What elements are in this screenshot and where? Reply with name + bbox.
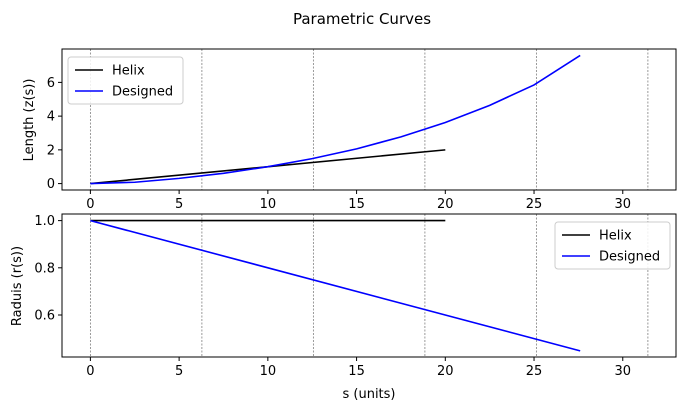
bottom-plot-legend-label: Helix — [599, 229, 632, 244]
bottom-plot-series — [90, 219, 581, 352]
top-plot-xtick-label: 20 — [437, 197, 454, 212]
top-plot-xtick-label: 25 — [526, 197, 543, 212]
bottom-plot-ylabel: Raduis (r(s)) — [10, 246, 25, 326]
top-plot-xticks: 0 5 10 15 20 25 30 — [86, 190, 631, 212]
top-plot-xtick-label: 15 — [348, 197, 365, 212]
top-plot-series-designed — [90, 54, 581, 185]
top-plot-ytick-label: 0 — [47, 177, 55, 192]
bottom-plot-grid — [89, 214, 649, 357]
bottom-plot-xtick-label: 30 — [614, 364, 631, 379]
bottom-plot-xtick-label: 5 — [175, 364, 183, 379]
top-plot-legend-label: Designed — [112, 85, 173, 100]
top-plot-ytick-label: 4 — [47, 110, 55, 125]
top-plot-frame — [61, 48, 677, 191]
bottom-plot-frame — [61, 213, 677, 358]
top-plot-yticks: 0 2 4 6 — [47, 76, 62, 192]
top-plot-series — [90, 54, 581, 185]
bottom-plot-legend-label: Designed — [599, 250, 660, 265]
top-plot-legend-label: Helix — [112, 64, 145, 79]
bottom-plot-ytick-label: 0.8 — [34, 261, 55, 276]
top-plot-legend-box — [67, 56, 184, 105]
top-plot-ylabel: Length (z(s)) — [22, 79, 37, 162]
top-plot-ytick-label: 6 — [47, 76, 55, 91]
bottom-plot-xtick-label: 25 — [526, 364, 543, 379]
top-plot: 0 5 10 15 20 25 30 0 2 4 6 Length (z(s)) Helix Des… — [22, 48, 677, 212]
bottom-plot-legend-box — [554, 221, 671, 270]
bottom-plot-xtick-label: 15 — [348, 364, 365, 379]
bottom-plot-ytick-label: 1.0 — [34, 214, 55, 229]
bottom-plot-ytick-label: 0.6 — [34, 308, 55, 323]
bottom-plot-legend: Helix Designed — [554, 221, 671, 270]
bottom-plot-xlabel: s (units) — [342, 387, 395, 402]
top-plot-xtick-label: 10 — [260, 197, 277, 212]
top-plot-grid — [89, 49, 649, 190]
top-plot-legend: Helix Designed — [67, 56, 184, 105]
top-plot-xtick-label: 30 — [614, 197, 631, 212]
bottom-plot-xtick-label: 10 — [260, 364, 277, 379]
bottom-plot-yticks: 0.6 0.8 1.0 — [34, 214, 62, 323]
bottom-plot-xticks: 0 5 10 15 20 25 30 — [86, 357, 631, 379]
top-plot-ytick-label: 2 — [47, 143, 55, 158]
bottom-plot-xtick-label: 0 — [86, 364, 94, 379]
bottom-plot: 0 5 10 15 20 25 30 0.6 0.8 1.0 s (units) Raduis … — [10, 213, 677, 402]
bottom-plot-xtick-label: 20 — [437, 364, 454, 379]
top-plot-xtick-label: 5 — [175, 197, 183, 212]
chart-title: Parametric Curves — [293, 10, 431, 28]
bottom-plot-series-designed — [90, 219, 581, 352]
top-plot-xtick-label: 0 — [86, 197, 94, 212]
